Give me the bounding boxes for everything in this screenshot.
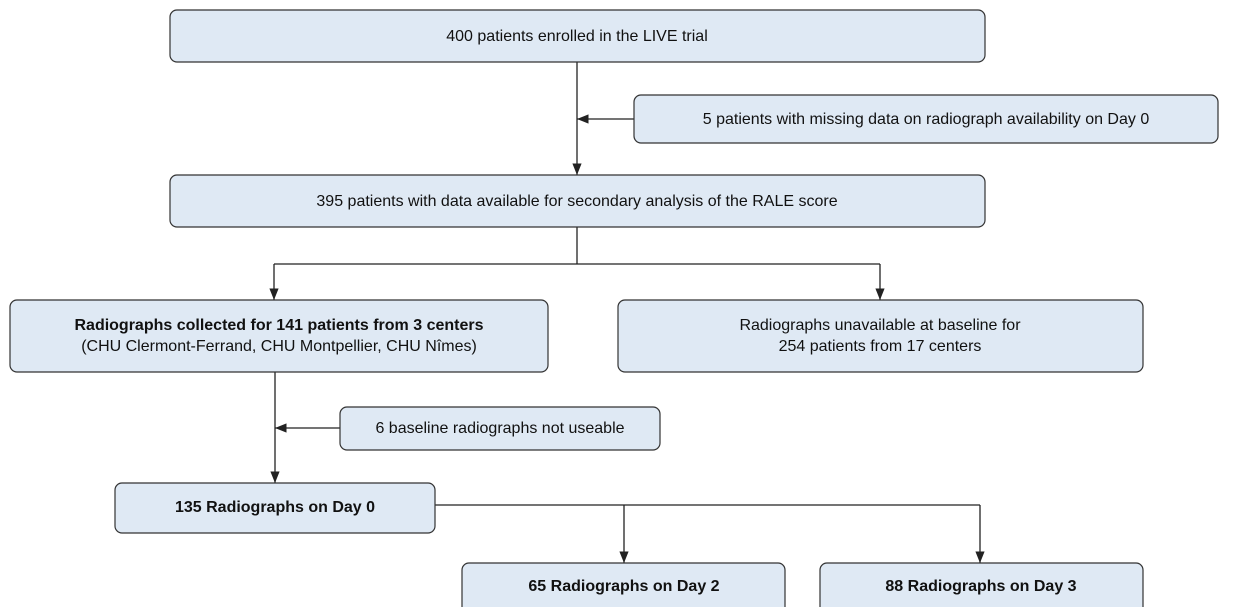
connectors <box>269 62 985 563</box>
node-label: 395 patients with data available for sec… <box>316 193 837 210</box>
box <box>169 174 986 228</box>
node-label: 400 patients enrolled in the LIVE trial <box>446 28 708 45</box>
nodes: 400 patients enrolled in the LIVE trial … <box>9 9 1219 607</box>
node-label: (CHU Clermont-Ferrand, CHU Montpellier, … <box>81 338 477 355</box>
box <box>169 9 986 63</box>
box <box>9 299 549 373</box>
box <box>819 562 1144 607</box>
node-label: Radiographs collected for 141 patients f… <box>74 317 483 334</box>
box <box>617 299 1144 373</box>
node-label: 5 patients with missing data on radiogra… <box>703 111 1150 128</box>
node-label: 135 Radiographs on Day 0 <box>175 499 375 516</box>
node-label: 88 Radiographs on Day 3 <box>885 578 1076 595</box>
node-label: 65 Radiographs on Day 2 <box>528 578 719 595</box>
node-label: Radiographs unavailable at baseline for <box>739 317 1021 334</box>
box <box>339 406 661 451</box>
box <box>633 94 1219 144</box>
node-label: 254 patients from 17 centers <box>779 338 982 355</box>
box <box>461 562 786 607</box>
box <box>114 482 436 534</box>
node-label: 6 baseline radiographs not useable <box>375 420 624 437</box>
